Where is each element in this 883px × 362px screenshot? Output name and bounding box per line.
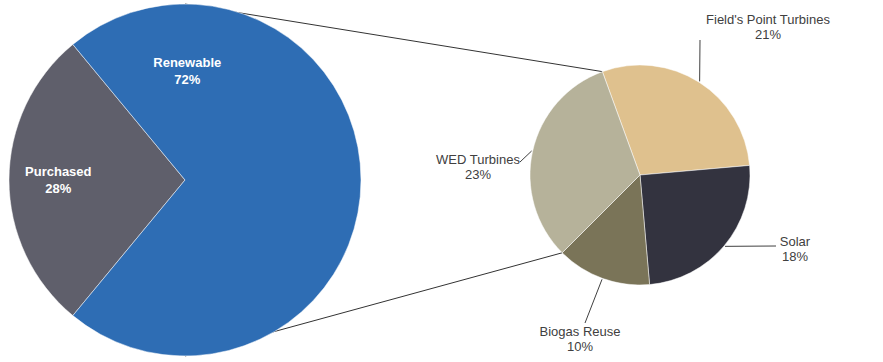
slice-label: Solar18% bbox=[780, 234, 811, 264]
pie-0: Purchased 28% Renewable 72% bbox=[9, 4, 361, 356]
slice-name: Renewable bbox=[153, 55, 221, 70]
pie-slice bbox=[530, 72, 640, 253]
leader-line bbox=[520, 151, 532, 162]
leader-line bbox=[725, 246, 776, 247]
slice-value: 23% bbox=[465, 167, 491, 182]
leader-line bbox=[585, 279, 602, 323]
slice-name: Biogas Reuse bbox=[540, 324, 621, 339]
chart: Purchased 28% Renewable 72% Field's Point Tu… bbox=[0, 0, 883, 362]
slice-value: 72% bbox=[174, 72, 200, 87]
pie-slice bbox=[640, 165, 750, 284]
leader-line bbox=[699, 40, 700, 81]
pie-1 bbox=[530, 65, 750, 285]
slice-name: WED Turbines bbox=[436, 152, 520, 167]
slice-label: Purchased 28% bbox=[25, 164, 92, 196]
pie-slice bbox=[73, 4, 361, 356]
slice-label: Renewable 72% bbox=[153, 55, 221, 87]
slice-name: Purchased bbox=[25, 164, 92, 179]
slice-label: Field's Point Turbines21% bbox=[706, 12, 830, 42]
slice-name: Solar bbox=[780, 234, 811, 249]
slice-value: 10% bbox=[567, 339, 593, 354]
slice-value: 28% bbox=[45, 181, 71, 196]
slice-labels: Field's Point Turbines21% Solar18% Biogas … bbox=[436, 12, 830, 354]
slice-label: WED Turbines23% bbox=[436, 152, 520, 182]
slice-label: Biogas Reuse10% bbox=[540, 324, 621, 354]
slice-value: 18% bbox=[782, 249, 808, 264]
slice-labels: Purchased 28% Renewable 72% bbox=[25, 55, 221, 196]
slice-value: 21% bbox=[755, 27, 781, 42]
slice-name: Field's Point Turbines bbox=[706, 12, 830, 27]
